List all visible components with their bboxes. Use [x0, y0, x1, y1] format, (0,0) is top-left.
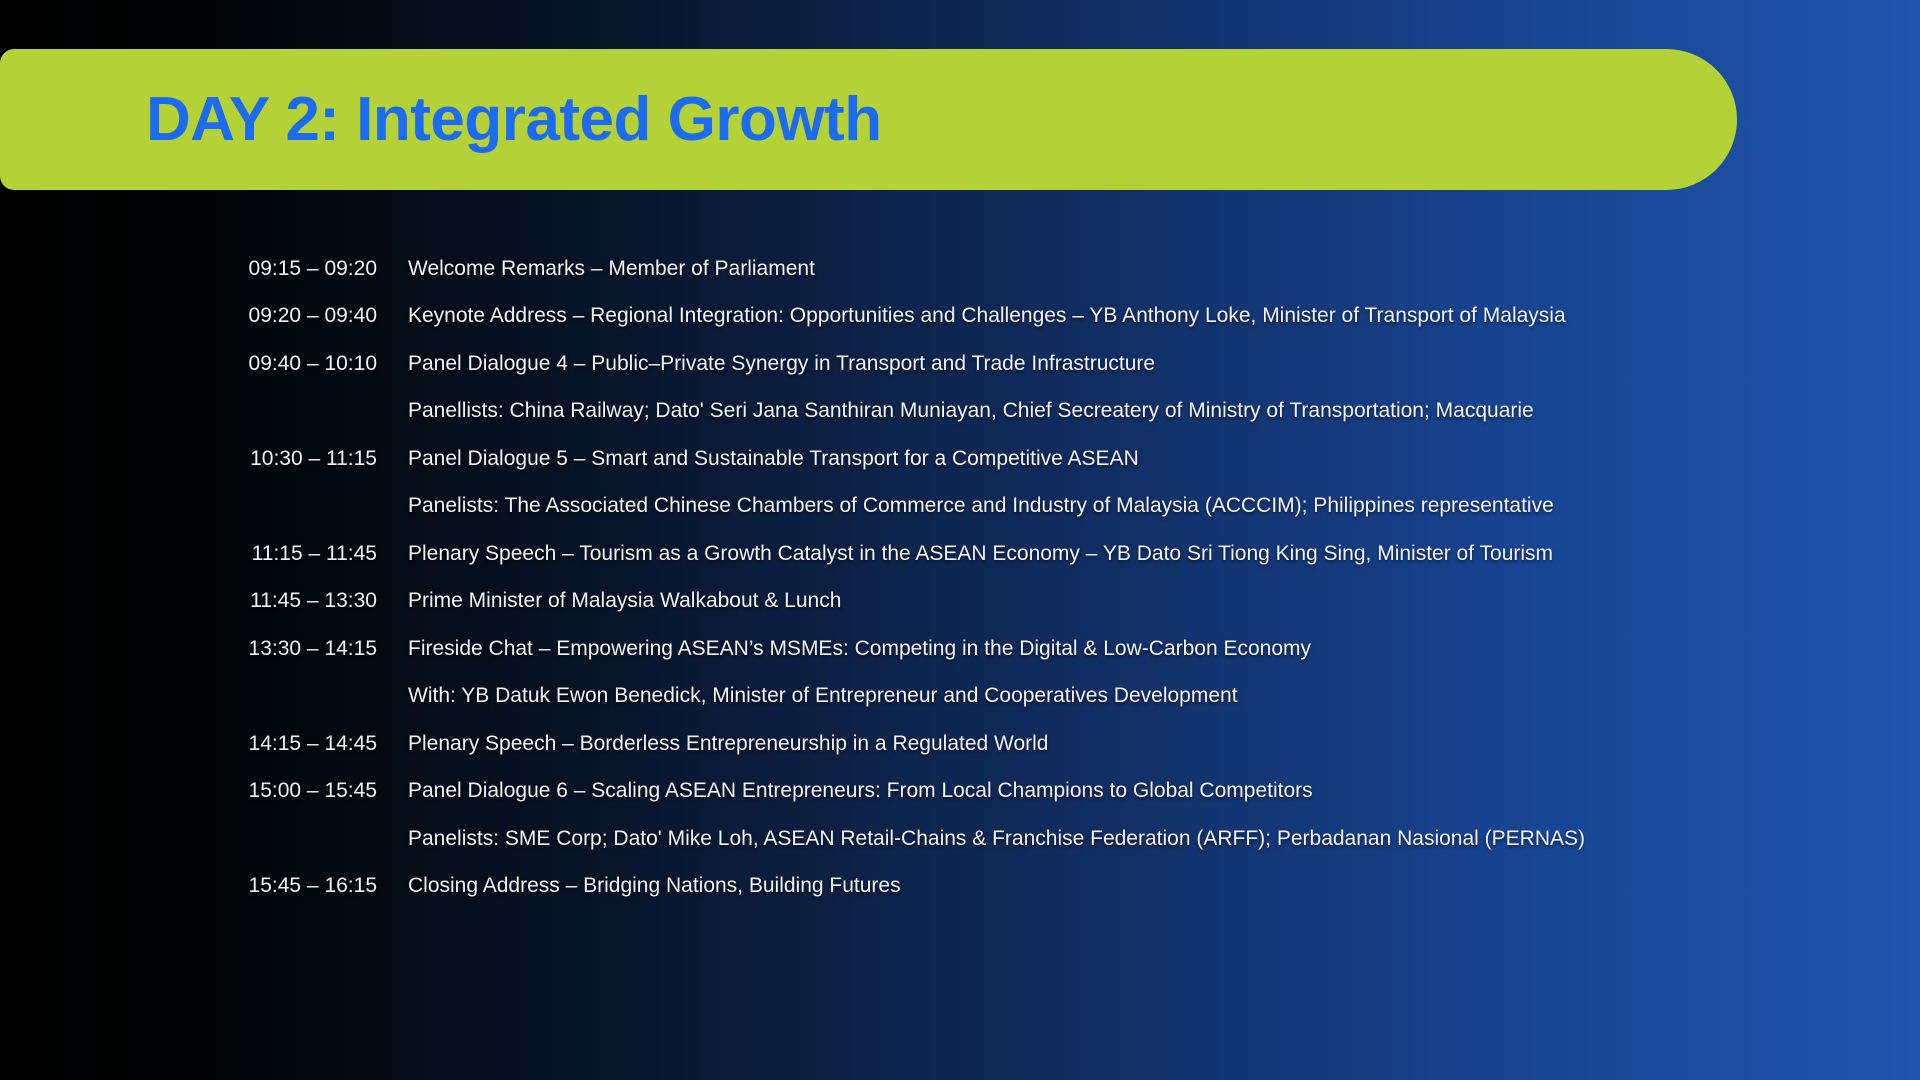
agenda-description: Panel Dialogue 4 – Public–Private Synerg… — [408, 351, 1156, 375]
banner: DAY 2: Integrated Growth — [0, 49, 1737, 190]
agenda-row: 11:45 – 13:30 Prime Minister of Malaysia… — [0, 578, 1920, 626]
agenda-description: Panellists: China Railway; Dato' Seri Ja… — [408, 399, 1534, 423]
agenda-description: Prime Minister of Malaysia Walkabout & L… — [408, 589, 842, 613]
agenda-time: 13:30 – 14:15 — [248, 636, 377, 660]
agenda-time: 11:15 – 11:45 — [251, 541, 377, 565]
agenda-row: 11:15 – 11:45 Plenary Speech – Tourism a… — [0, 530, 1920, 578]
agenda-description: Plenary Speech – Tourism as a Growth Cat… — [408, 541, 1554, 565]
agenda-description: With: YB Datuk Ewon Benedick, Minister o… — [408, 684, 1238, 708]
agenda-time: 10:30 – 11:15 — [250, 446, 377, 470]
agenda-description: Panel Dialogue 6 – Scaling ASEAN Entrepr… — [408, 779, 1313, 803]
agenda-row: 13:30 – 14:15 Fireside Chat – Empowering… — [0, 625, 1920, 673]
agenda-row: Panellists: China Railway; Dato' Seri Ja… — [0, 388, 1920, 436]
agenda-time: 15:45 – 16:15 — [248, 874, 377, 898]
agenda-list: 09:15 – 09:20 Welcome Remarks – Member o… — [0, 245, 1920, 910]
agenda-description: Welcome Remarks – Member of Parliament — [408, 256, 815, 280]
agenda-row: With: YB Datuk Ewon Benedick, Minister o… — [0, 673, 1920, 721]
agenda-row: 09:15 – 09:20 Welcome Remarks – Member o… — [0, 245, 1920, 293]
agenda-row: 09:40 – 10:10 Panel Dialogue 4 – Public–… — [0, 340, 1920, 388]
agenda-row: 14:15 – 14:45 Plenary Speech – Borderles… — [0, 720, 1920, 768]
agenda-time: 15:00 – 15:45 — [248, 779, 377, 803]
agenda-description: Panelists: SME Corp; Dato' Mike Loh, ASE… — [408, 826, 1585, 850]
agenda-row: Panelists: The Associated Chinese Chambe… — [0, 483, 1920, 531]
agenda-time: 09:15 – 09:20 — [248, 256, 377, 280]
agenda-time: 09:20 – 09:40 — [248, 304, 377, 328]
agenda-description: Keynote Address – Regional Integration: … — [408, 304, 1566, 328]
page-title: DAY 2: Integrated Growth — [146, 85, 882, 154]
agenda-row: 09:20 – 09:40 Keynote Address – Regional… — [0, 293, 1920, 341]
agenda-row: 10:30 – 11:15 Panel Dialogue 5 – Smart a… — [0, 435, 1920, 483]
agenda-row: Panelists: SME Corp; Dato' Mike Loh, ASE… — [0, 815, 1920, 863]
agenda-row: 15:00 – 15:45 Panel Dialogue 6 – Scaling… — [0, 768, 1920, 816]
agenda-description: Panelists: The Associated Chinese Chambe… — [408, 494, 1554, 518]
agenda-row: 15:45 – 16:15 Closing Address – Bridging… — [0, 863, 1920, 911]
agenda-time: 14:15 – 14:45 — [248, 731, 377, 755]
agenda-time: 09:40 – 10:10 — [248, 351, 377, 375]
agenda-description: Closing Address – Bridging Nations, Buil… — [408, 874, 901, 898]
agenda-description: Panel Dialogue 5 – Smart and Sustainable… — [408, 446, 1139, 470]
agenda-time: 11:45 – 13:30 — [250, 589, 377, 613]
agenda-description: Fireside Chat – Empowering ASEAN’s MSMEs… — [408, 636, 1311, 660]
agenda-description: Plenary Speech – Borderless Entrepreneur… — [408, 731, 1049, 755]
